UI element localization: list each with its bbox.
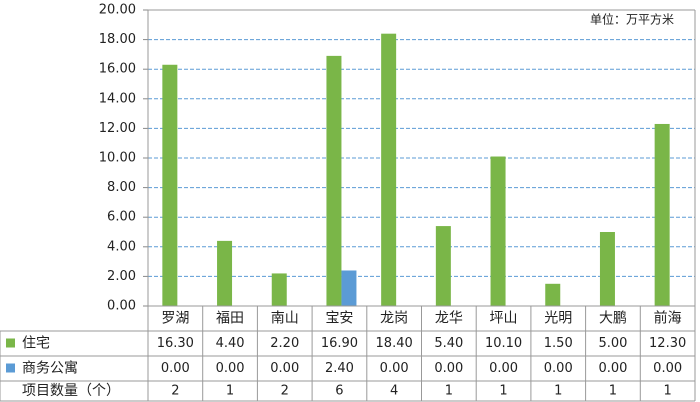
- table-count: 1: [664, 384, 672, 399]
- table-count: 1: [554, 384, 562, 399]
- y-tick-label: 10.00: [99, 151, 136, 166]
- x-tick-label: 前海: [654, 310, 682, 327]
- x-tick-label: 南山: [271, 311, 299, 327]
- x-tick-label: 宝安: [325, 311, 353, 327]
- y-tick-label: 18.00: [99, 32, 136, 47]
- y-tick-label: 12.00: [99, 121, 136, 136]
- table-count: 1: [226, 384, 234, 399]
- y-tick-label: 8.00: [107, 180, 136, 195]
- table-value: 0.00: [653, 361, 682, 376]
- bar: [341, 270, 357, 306]
- table-count: 4: [390, 384, 398, 399]
- table-value: 0.00: [380, 361, 409, 376]
- table-count: 1: [445, 384, 453, 399]
- y-tick-label: 0.00: [107, 299, 136, 314]
- x-tick-label: 大鹏: [599, 311, 627, 327]
- bar: [654, 123, 670, 307]
- table-value: 0.00: [270, 361, 299, 376]
- x-tick-label: 罗湖: [161, 311, 189, 327]
- x-tick-label: 龙华: [435, 311, 463, 327]
- legend-swatch: [6, 338, 15, 348]
- table-value: 0.00: [544, 361, 573, 376]
- bar: [599, 232, 615, 306]
- bar: [381, 33, 397, 307]
- y-tick-label: 14.00: [99, 91, 136, 106]
- bar: [545, 283, 561, 306]
- table-count: 2: [281, 384, 289, 399]
- table-count: 1: [609, 384, 617, 399]
- table-value: 18.40: [376, 336, 413, 351]
- table-value: 0.00: [598, 361, 627, 376]
- table-value: 2.40: [325, 361, 354, 376]
- table-value: 16.30: [157, 336, 194, 351]
- bar: [271, 273, 287, 306]
- table-value: 1.50: [544, 336, 573, 351]
- table-value: 0.00: [489, 361, 518, 376]
- table-value: 16.90: [321, 336, 358, 351]
- table-value: 2.20: [270, 336, 299, 351]
- x-tick-label: 福田: [216, 311, 244, 327]
- table-value: 5.00: [598, 336, 627, 351]
- y-tick-label: 2.00: [107, 269, 136, 284]
- bar: [435, 226, 451, 306]
- table-value: 0.00: [161, 361, 190, 376]
- table-value: 4.40: [216, 336, 245, 351]
- bar: [162, 64, 178, 306]
- bar: [217, 240, 233, 306]
- table-count: 1: [499, 384, 507, 399]
- x-tick-label: 龙岗: [380, 311, 408, 327]
- legend-label: 住宅: [22, 336, 50, 352]
- table-count: 6: [335, 384, 343, 399]
- y-tick-label: 20.00: [99, 3, 136, 18]
- table-value: 0.00: [216, 361, 245, 376]
- y-tick-label: 4.00: [107, 239, 136, 254]
- table-value: 5.40: [434, 336, 463, 351]
- y-tick-label: 16.00: [99, 62, 136, 77]
- table-count: 2: [171, 384, 179, 399]
- x-tick-label: 光明: [544, 311, 572, 327]
- unit-note: 单位：万平方米: [590, 12, 674, 27]
- x-tick-label: 坪山: [490, 311, 518, 327]
- legend-label: 商务公寓: [22, 360, 78, 377]
- table-value: 12.30: [649, 336, 686, 351]
- table-value: 10.10: [485, 336, 522, 351]
- bar: [326, 55, 342, 306]
- table-value: 0.00: [434, 361, 463, 376]
- y-tick-label: 6.00: [107, 210, 136, 225]
- row-header: 项目数量（个）: [22, 383, 120, 399]
- bar: [490, 156, 506, 306]
- legend-swatch: [6, 363, 15, 373]
